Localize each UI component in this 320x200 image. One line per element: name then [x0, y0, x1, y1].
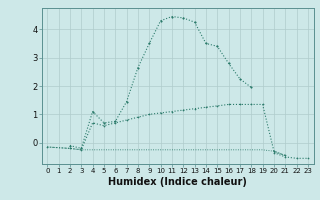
X-axis label: Humidex (Indice chaleur): Humidex (Indice chaleur) — [108, 177, 247, 187]
